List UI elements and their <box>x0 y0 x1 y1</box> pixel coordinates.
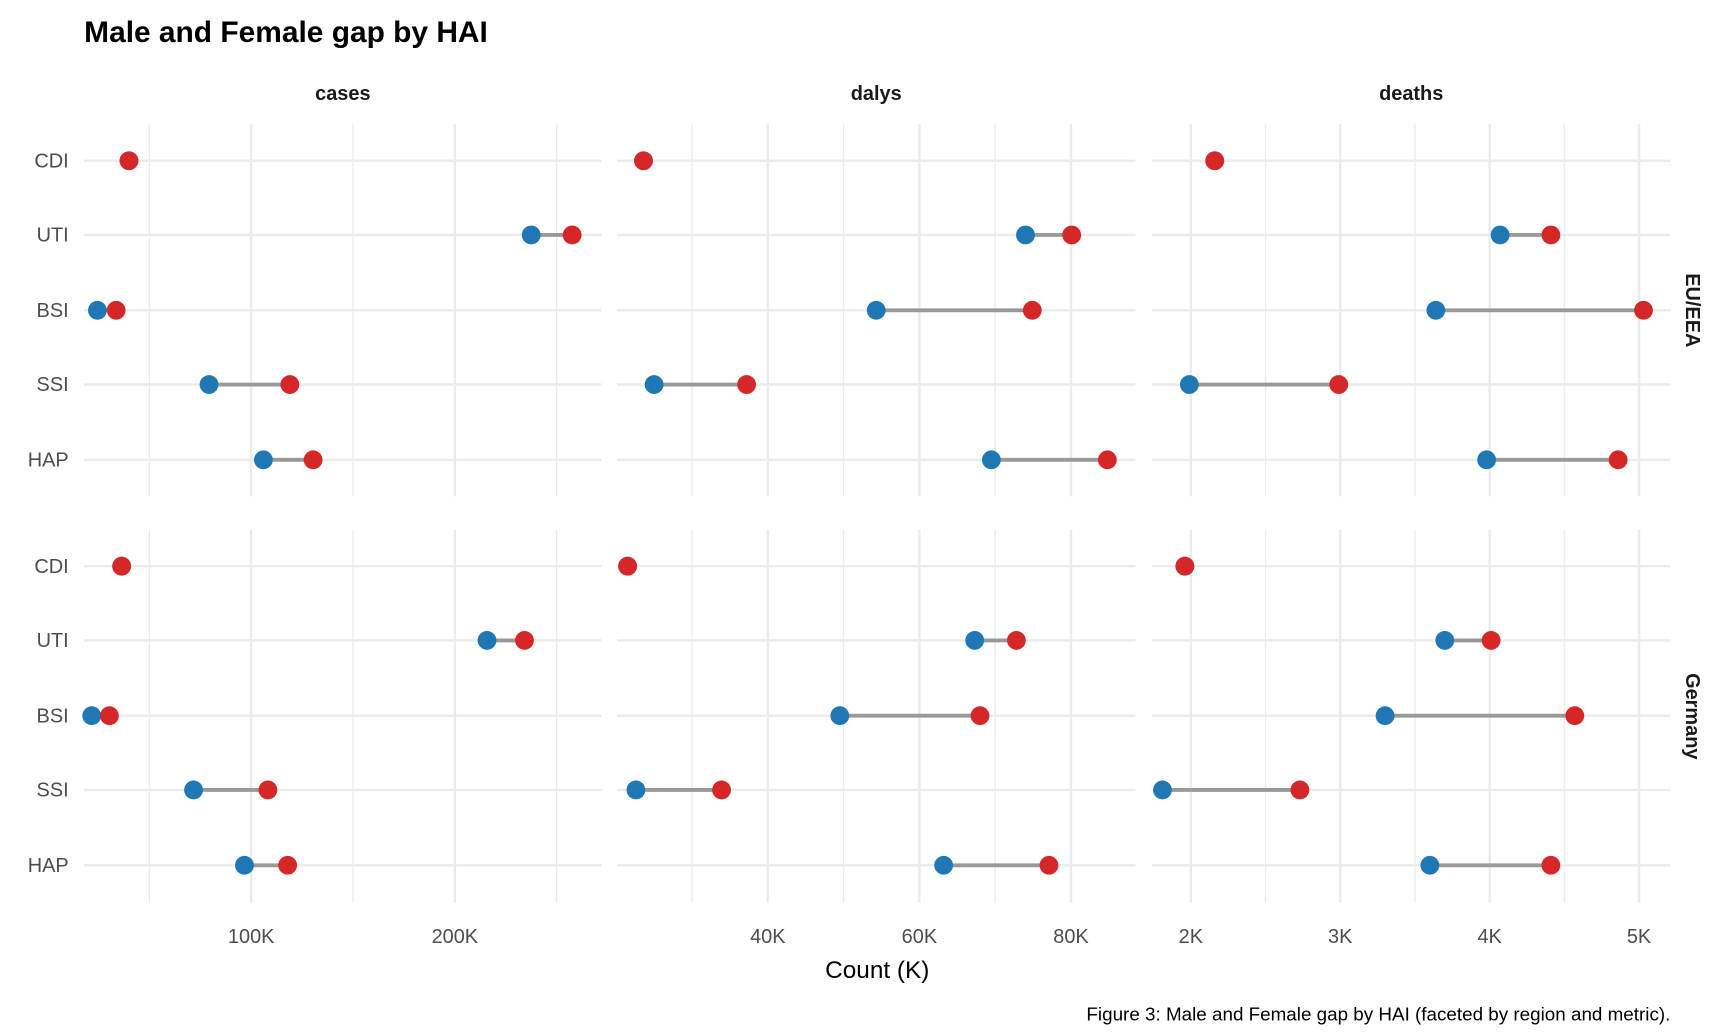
x-tick-label: 40K <box>750 926 786 948</box>
female-point-ssi <box>280 375 300 394</box>
female-point-hap <box>1608 450 1628 470</box>
female-point-bsi <box>1565 706 1585 726</box>
x-tick-label: 3K <box>1328 926 1353 948</box>
facet-strip-cases: cases <box>315 83 370 105</box>
male-point-bsi <box>1426 300 1446 320</box>
male-point-hap <box>1477 450 1497 470</box>
y-tick-label: SSI <box>37 780 69 802</box>
male-point-ssi <box>184 780 203 800</box>
y-tick-label: SSI <box>37 374 69 396</box>
male-point-uti <box>477 630 497 650</box>
male-point-uti <box>1016 225 1035 245</box>
female-point-cdi <box>634 151 653 171</box>
female-point-hap <box>1097 450 1117 470</box>
female-point-uti <box>1541 225 1561 245</box>
x-tick-label: 80K <box>1053 926 1089 948</box>
male-point-bsi <box>82 706 102 726</box>
male-point-uti <box>1490 225 1510 245</box>
male-point-hap <box>235 855 254 875</box>
female-point-hap <box>278 855 298 875</box>
male-point-uti <box>965 630 985 650</box>
male-point-bsi <box>88 300 107 320</box>
x-axis-label: Count (K) <box>825 957 929 984</box>
female-point-uti <box>562 225 582 245</box>
female-point-cdi <box>119 151 139 171</box>
facet-strip-germany: Germany <box>1681 673 1703 759</box>
female-point-ssi <box>1290 780 1310 800</box>
y-tick-label: BSI <box>37 705 69 727</box>
female-point-cdi <box>1205 151 1225 171</box>
female-point-cdi <box>618 556 638 576</box>
y-tick-label: UTI <box>37 630 69 652</box>
female-point-ssi <box>1329 375 1349 394</box>
facet-strip-eueea: EU/EEA <box>1681 273 1703 347</box>
female-point-uti <box>1481 630 1501 650</box>
male-point-hap <box>1420 855 1440 875</box>
female-point-ssi <box>737 375 756 394</box>
female-point-cdi <box>112 556 132 576</box>
male-point-bsi <box>830 706 850 726</box>
female-point-uti <box>1062 225 1082 245</box>
facet-strip-deaths: deaths <box>1379 83 1443 105</box>
facet-strip-dalys: dalys <box>851 83 902 105</box>
female-point-hap <box>1541 855 1561 875</box>
female-point-uti <box>1006 630 1026 650</box>
female-point-hap <box>303 450 323 470</box>
male-point-uti <box>1435 630 1455 650</box>
x-tick-label: 4K <box>1477 926 1502 948</box>
y-tick-label: HAP <box>28 855 69 877</box>
female-point-bsi <box>1022 300 1042 320</box>
male-point-hap <box>253 450 273 470</box>
y-tick-label: HAP <box>28 449 69 471</box>
male-point-ssi <box>1179 375 1199 394</box>
female-point-ssi <box>712 780 731 800</box>
y-tick-label: UTI <box>37 225 69 247</box>
x-tick-label: 100K <box>228 926 275 948</box>
male-point-ssi <box>199 375 219 394</box>
figure-caption: Figure 3: Male and Female gap by HAI (fa… <box>1086 1003 1670 1024</box>
male-point-hap <box>981 450 1001 470</box>
male-point-uti <box>521 225 541 245</box>
female-point-uti <box>515 630 534 650</box>
female-point-bsi <box>100 706 119 726</box>
chart-title: Male and Female gap by HAI <box>84 16 488 49</box>
y-tick-label: CDI <box>34 556 68 578</box>
male-point-hap <box>934 855 954 875</box>
y-tick-label: CDI <box>34 150 68 172</box>
female-point-hap <box>1039 855 1059 875</box>
male-point-bsi <box>866 300 886 320</box>
male-point-ssi <box>1153 780 1172 800</box>
female-point-bsi <box>1634 300 1653 320</box>
x-tick-label: 2K <box>1179 926 1204 948</box>
y-tick-label: BSI <box>37 300 69 322</box>
female-point-bsi <box>970 706 990 726</box>
x-tick-label: 5K <box>1627 926 1652 948</box>
male-point-ssi <box>644 375 664 394</box>
male-point-bsi <box>1375 706 1395 726</box>
male-point-ssi <box>626 780 646 800</box>
female-point-ssi <box>258 780 278 800</box>
female-point-bsi <box>106 300 126 320</box>
x-tick-label: 200K <box>432 926 479 948</box>
female-point-cdi <box>1175 556 1195 576</box>
x-tick-label: 60K <box>902 926 938 948</box>
